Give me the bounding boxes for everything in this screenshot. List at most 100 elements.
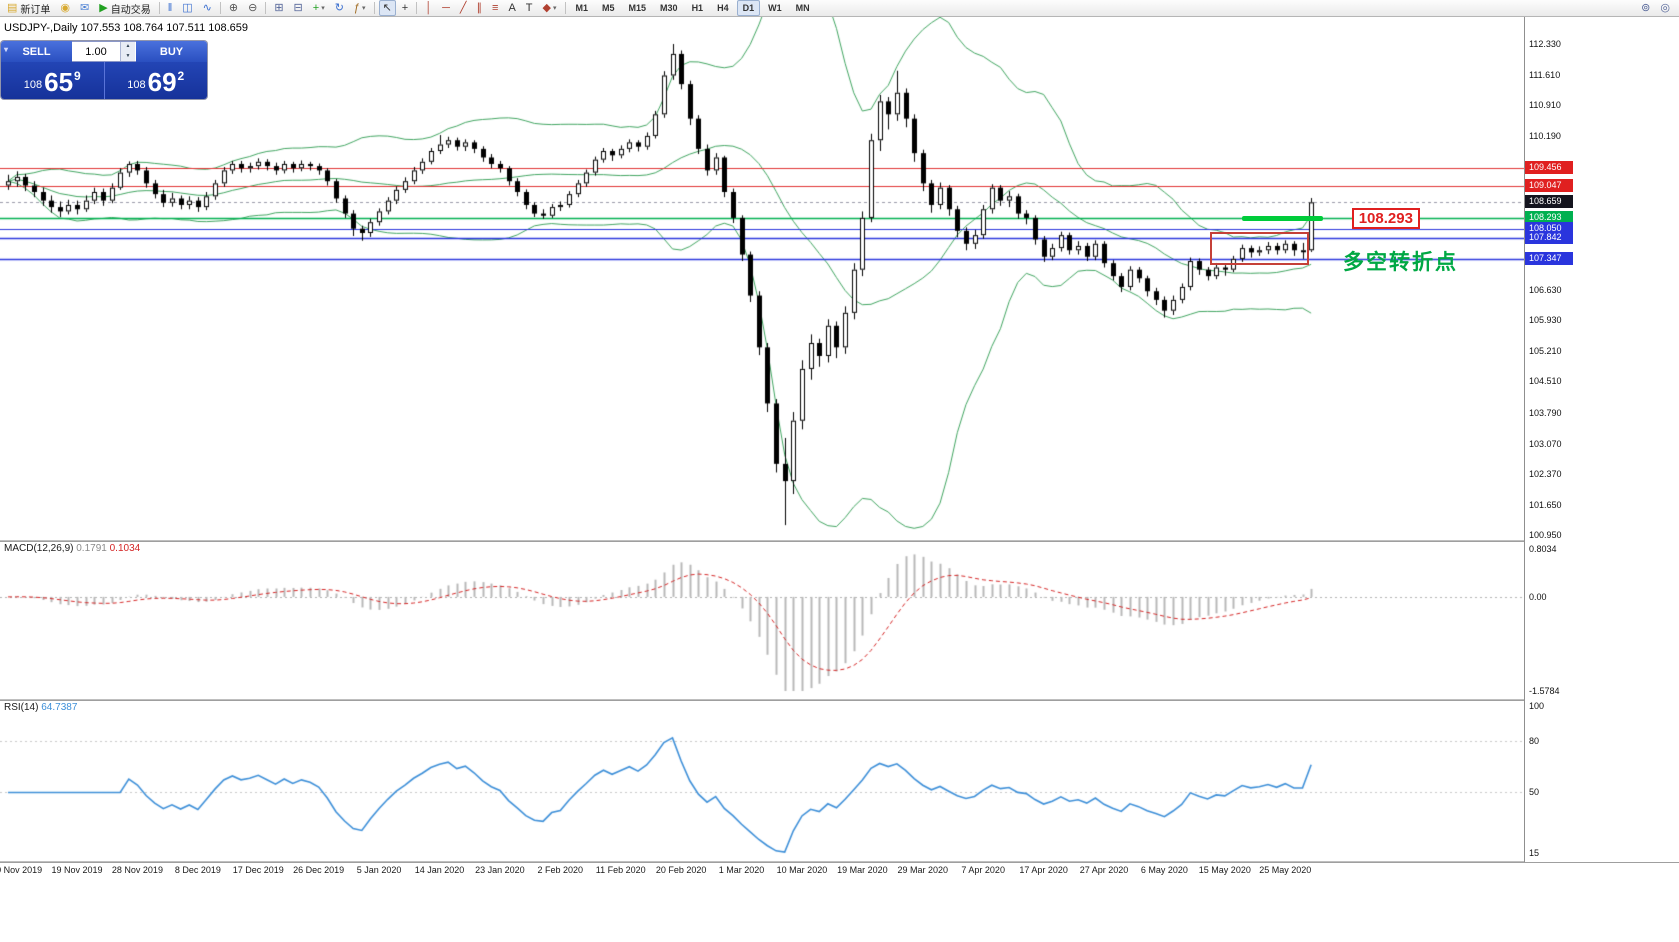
- zoom-in-icon[interactable]: ⊕: [225, 0, 242, 16]
- indicators-button[interactable]: ƒ ▾: [350, 0, 370, 16]
- candlestick-chart-icon[interactable]: ◫: [178, 0, 196, 16]
- vertical-line-icon[interactable]: │: [421, 0, 436, 16]
- timeframe-mn-button[interactable]: MN: [795, 3, 810, 13]
- price-tag: 108.659: [1525, 195, 1573, 209]
- rsi-window[interactable]: RSI(14) 64.7387: [0, 700, 1524, 861]
- new-order-button[interactable]: ▤ 新订单: [3, 0, 54, 16]
- zoom-in-icon-glyph: ⊕: [228, 1, 239, 14]
- timeframe-m1-button[interactable]: M1: [575, 3, 589, 13]
- bar-chart-icon-glyph: ‖: [167, 1, 173, 14]
- new-chart-button[interactable]: + ▾: [309, 0, 329, 16]
- date-label: 28 Nov 2019: [111, 865, 163, 875]
- cursor-icon[interactable]: ↖: [378, 0, 396, 16]
- rsi-scale-label: 15: [1529, 848, 1540, 858]
- macd-scale-label: -1.5784: [1529, 686, 1560, 696]
- highlight-line[interactable]: [1242, 215, 1324, 221]
- rsi-canvas[interactable]: [0, 700, 1524, 861]
- timeframe-m5-button[interactable]: M5: [602, 3, 615, 13]
- inbox-icon[interactable]: ✉: [76, 0, 93, 16]
- macd-value-main: 0.1791: [76, 543, 107, 554]
- new-order-button-label: 新订单: [20, 4, 51, 16]
- date-label: 15 May 2020: [1198, 865, 1251, 875]
- autotrading-button[interactable]: ▶ 自动交易: [95, 0, 154, 16]
- bid-price[interactable]: 108 65 9: [1, 62, 104, 99]
- price-chart-window[interactable]: USDJPY-,Daily 107.553 108.764 107.511 10…: [0, 17, 1524, 540]
- zoom-out-icon-glyph: ⊖: [248, 1, 258, 14]
- line-chart-icon[interactable]: ∿: [199, 0, 216, 16]
- date-label: 17 Dec 2019: [232, 865, 284, 875]
- vertical-line-icon-glyph: │: [425, 1, 433, 14]
- trendline-icon[interactable]: ╱: [456, 0, 471, 16]
- bid-big: 65: [44, 67, 74, 97]
- channel-icon[interactable]: ∥: [473, 0, 487, 16]
- window-separator[interactable]: [0, 861, 1679, 863]
- price-chart-canvas[interactable]: [0, 17, 1524, 540]
- refresh-icon[interactable]: ↻: [331, 0, 348, 16]
- text-icon[interactable]: A: [504, 0, 519, 16]
- ask-prefix: 108: [127, 79, 146, 91]
- line-chart-icon-glyph: ∿: [202, 1, 212, 14]
- shapes-icon[interactable]: ◆ ▾: [539, 0, 561, 16]
- fibonacci-icon-glyph: ≡: [492, 1, 499, 14]
- rsi-name: RSI(14): [4, 702, 39, 713]
- toolbar-separator: [265, 2, 267, 14]
- price-scale[interactable]: 112.330 111.610 110.910 110.190 106.630 105.9…: [1524, 17, 1679, 862]
- macd-scale-label: 0.00: [1529, 591, 1547, 602]
- price-tick-label: 110.190: [1529, 131, 1561, 142]
- price-tag: 107.842: [1525, 230, 1573, 244]
- macd-window[interactable]: MACD(12,26,9) 0.1791 0.1034: [0, 541, 1524, 699]
- buy-button[interactable]: BUY: [136, 41, 207, 62]
- text-icon-glyph: A: [508, 1, 516, 14]
- indicators-glyph: ƒ: [353, 1, 361, 14]
- volume-decrease-button[interactable]: ▼: [121, 51, 135, 61]
- timeframe-m15-button[interactable]: M15: [628, 3, 647, 13]
- price-tick-label: 101.650: [1529, 499, 1562, 510]
- new-order-glyph: ▤: [7, 1, 18, 14]
- community-icon-glyph: ⊚: [1641, 1, 1651, 14]
- window-separator[interactable]: [0, 540, 1679, 542]
- candlestick-chart-icon-glyph: ◫: [182, 1, 193, 14]
- zoom-out-icon[interactable]: ⊖: [244, 0, 261, 16]
- timeframe-h4-button[interactable]: H4: [717, 3, 729, 13]
- highlight-rectangle[interactable]: [1210, 232, 1310, 266]
- chart-title: USDJPY-,Daily 107.553 108.764 107.511 10…: [4, 22, 249, 34]
- date-label: 2 Feb 2020: [537, 865, 584, 875]
- sell-button[interactable]: ▾ SELL: [1, 41, 72, 62]
- timeframe-h1-button[interactable]: H1: [691, 3, 704, 13]
- fibonacci-icon[interactable]: ≡: [488, 0, 502, 16]
- inbox-icon-glyph: ✉: [80, 1, 90, 14]
- collapse-panel-icon[interactable]: ▾: [4, 45, 9, 54]
- search-icon[interactable]: ◎: [1656, 0, 1674, 16]
- volume-increase-button[interactable]: ▲: [121, 42, 135, 52]
- timeframe-w1-button[interactable]: W1: [768, 3, 782, 13]
- crosshair-icon[interactable]: +: [398, 0, 412, 16]
- toolbar-separator: [373, 2, 375, 14]
- new-chart-glyph: +: [312, 1, 320, 14]
- ask-price[interactable]: 108 69 2: [105, 62, 208, 99]
- bar-chart-icon[interactable]: ‖: [164, 0, 177, 16]
- price-tick-label: 102.370: [1529, 468, 1562, 479]
- chevron-down-icon: ▾: [321, 5, 325, 12]
- autotrading-glyph: ▶: [99, 1, 108, 14]
- timeframe-m30-button[interactable]: M30: [660, 3, 678, 13]
- macd-canvas[interactable]: [0, 541, 1524, 699]
- cascade-windows-icon[interactable]: ⊟: [290, 0, 307, 16]
- price-tag: 109.456: [1525, 161, 1573, 174]
- time-axis[interactable]: 10 Nov 2019 19 Nov 2019 28 Nov 2019 8 Dec 2…: [0, 863, 1679, 879]
- rsi-value: 64.7387: [41, 702, 78, 713]
- date-label: 29 Mar 2020: [897, 865, 949, 875]
- date-label: 25 May 2020: [1259, 865, 1312, 875]
- window-separator[interactable]: [0, 699, 1679, 701]
- volume-input[interactable]: [72, 42, 120, 61]
- community-icon[interactable]: ⊚: [1637, 0, 1654, 16]
- timeframe-d1-button[interactable]: D1: [736, 0, 761, 16]
- ask-sup: 2: [177, 69, 185, 83]
- tile-windows-icon[interactable]: ⊞: [270, 0, 287, 16]
- alerts-icon[interactable]: ◉: [56, 0, 74, 16]
- text-label-icon[interactable]: T: [522, 0, 537, 16]
- date-label: 23 Jan 2020: [475, 865, 525, 875]
- horizontal-line-icon[interactable]: ─: [438, 0, 454, 16]
- ask-big: 69: [147, 67, 177, 97]
- toolbar-separator: [416, 2, 418, 14]
- price-tick-label: 106.630: [1529, 284, 1562, 295]
